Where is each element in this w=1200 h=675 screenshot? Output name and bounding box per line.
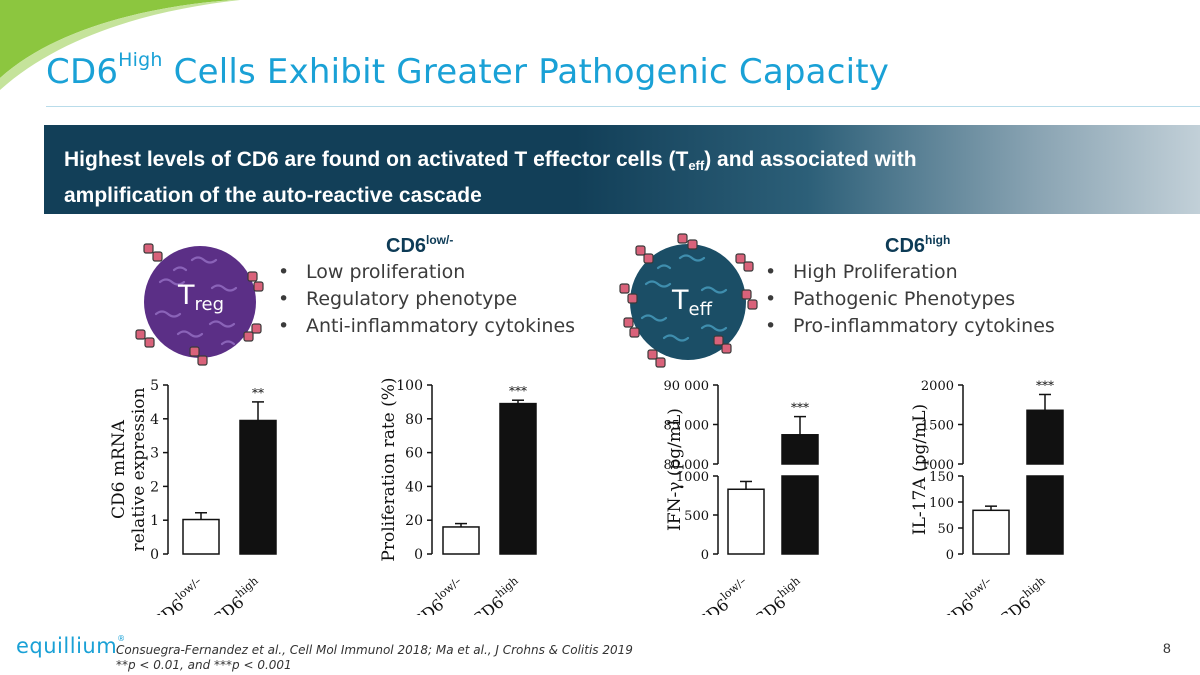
bullet-item: High Proliferation (765, 259, 1055, 286)
category-label: CD6low/– (936, 574, 1000, 615)
category-label: CD6high (993, 574, 1053, 615)
y-tick-label: 0 (701, 548, 709, 563)
bar (727, 488, 765, 555)
category-label: CD6high (466, 574, 526, 615)
proliferation-chart: 0 20 40 60 80 100 *** Proliferation rate (%) CD6… (379, 377, 537, 615)
bar (1026, 475, 1064, 555)
y-axis-label: relative expression (129, 388, 149, 552)
bullet-item: Anti-inflammatory cytokines (278, 313, 575, 340)
citation: Consuegra-Fernandez et al., Cell Mol Imm… (116, 643, 633, 673)
treg-cell-illustration (135, 243, 264, 366)
bar (239, 419, 277, 555)
y-tick-label: 1500 (921, 419, 954, 434)
significance-marker: *** (791, 401, 809, 415)
slide-title: CD6High Cells Exhibit Greater Pathogenic… (46, 49, 890, 92)
bar (182, 518, 220, 555)
y-tick-label: 0 (414, 547, 423, 563)
y-tick-label: 85 000 (664, 419, 710, 434)
bullet-item: Low proliferation (278, 259, 575, 286)
title-divider (46, 106, 1200, 107)
y-tick-label: 2 (150, 479, 159, 495)
corner-swoosh (0, 0, 240, 90)
y-tick-label: 50 (937, 522, 954, 537)
cd6-mrna-chart: 0 1 2 3 4 5 ** CD6 mRNA relative expression CD6lo… (109, 378, 277, 615)
y-tick-label: 100 (396, 378, 423, 394)
bullet-item: Pathogenic Phenotypes (765, 286, 1055, 313)
bar (781, 475, 819, 555)
y-tick-label: 1 (150, 513, 159, 529)
cd6-low-bullets: Low proliferation Regulatory phenotype A… (278, 259, 575, 340)
page-number: 8 (1163, 640, 1171, 656)
y-tick-label: 2000 (921, 379, 954, 394)
y-tick-label: 1000 (676, 470, 709, 485)
y-axis-label: IL-17A (pg/mL) (910, 404, 930, 535)
y-tick-label: 150 (929, 470, 954, 485)
treg-label: Treg (178, 280, 225, 315)
y-tick-label: 3 (150, 446, 159, 462)
category-label: CD6high (206, 574, 266, 615)
y-tick-label: 0 (150, 547, 159, 563)
y-axis-label: Proliferation rate (%) (379, 377, 399, 561)
teff-label: Teff (672, 285, 712, 320)
bullet-item: Pro-inflammatory cytokines (765, 313, 1055, 340)
teff-cell-illustration (619, 233, 758, 368)
category-label: CD6low/– (406, 574, 470, 615)
category-label: CD6high (748, 574, 808, 615)
citation-pvalues: **p < 0.01, and ***p < 0.001 (116, 658, 292, 672)
significance-marker: *** (509, 384, 527, 398)
y-tick-label: 20 (405, 513, 423, 529)
y-tick-label: 4 (150, 412, 159, 428)
y-tick-label: 100 (929, 496, 954, 511)
bar (781, 434, 819, 465)
bullet-item: Regulatory phenotype (278, 286, 575, 313)
cd6-high-bullets: High Proliferation Pathogenic Phenotypes… (765, 259, 1055, 340)
category-label: CD6low/– (691, 574, 755, 615)
y-tick-label: 1000 (921, 458, 954, 473)
key-message-banner: Highest levels of CD6 are found on activ… (44, 125, 1200, 214)
bar (972, 509, 1010, 555)
y-tick-label: 90 000 (664, 379, 710, 394)
y-tick-label: 5 (150, 378, 159, 394)
cd6-high-header: CD6high (885, 233, 951, 257)
y-axis-label: CD6 mRNA (109, 419, 129, 519)
bar (442, 526, 480, 555)
y-tick-label: 40 (405, 479, 423, 495)
y-tick-label: 500 (684, 509, 709, 524)
citation-refs: Consuegra-Fernandez et al., Cell Mol Imm… (116, 643, 633, 657)
significance-marker: ** (252, 386, 264, 400)
bar (499, 402, 537, 555)
category-label: CD6low/– (146, 574, 210, 615)
y-tick-label: 0 (946, 548, 954, 563)
y-axis-label: IFN-γ (pg/mL) (665, 408, 685, 531)
company-logo: equillium® (16, 634, 126, 658)
cd6-low-header: CD6low/- (386, 233, 454, 257)
y-tick-label: 80 (405, 412, 423, 428)
y-tick-label: 60 (405, 446, 423, 462)
y-tick-label: 80 000 (664, 458, 710, 473)
key-message-text: Highest levels of CD6 are found on activ… (64, 148, 917, 207)
bar (1026, 409, 1064, 465)
significance-marker: *** (1036, 378, 1054, 392)
